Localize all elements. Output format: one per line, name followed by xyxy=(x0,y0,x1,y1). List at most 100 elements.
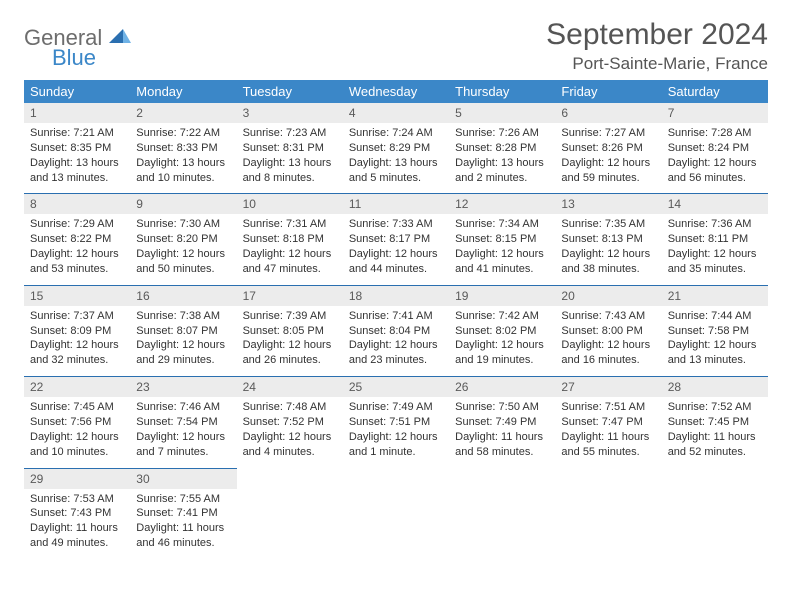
day-number-cell: 19 xyxy=(449,285,555,306)
day-number-cell: 26 xyxy=(449,377,555,398)
day-body-cell: Sunrise: 7:24 AMSunset: 8:29 PMDaylight:… xyxy=(343,123,449,194)
day-body-cell: Sunrise: 7:49 AMSunset: 7:51 PMDaylight:… xyxy=(343,397,449,468)
day-body-cell: Sunrise: 7:36 AMSunset: 8:11 PMDaylight:… xyxy=(662,214,768,285)
daylight-line: Daylight: 12 hours and 10 minutes. xyxy=(30,430,124,460)
sunrise-line: Sunrise: 7:55 AM xyxy=(136,492,230,507)
sunrise-line: Sunrise: 7:34 AM xyxy=(455,217,549,232)
sunrise-line: Sunrise: 7:52 AM xyxy=(668,400,762,415)
day-number-cell: 6 xyxy=(555,103,661,123)
day-body-cell: Sunrise: 7:33 AMSunset: 8:17 PMDaylight:… xyxy=(343,214,449,285)
day-body-row: Sunrise: 7:53 AMSunset: 7:43 PMDaylight:… xyxy=(24,489,768,559)
daylight-line: Daylight: 13 hours and 10 minutes. xyxy=(136,156,230,186)
sunset-line: Sunset: 8:05 PM xyxy=(243,324,337,339)
daylight-line: Daylight: 13 hours and 13 minutes. xyxy=(30,156,124,186)
day-number-cell xyxy=(555,468,661,489)
daylight-line: Daylight: 13 hours and 5 minutes. xyxy=(349,156,443,186)
day-body-cell: Sunrise: 7:42 AMSunset: 8:02 PMDaylight:… xyxy=(449,306,555,377)
day-number-cell: 21 xyxy=(662,285,768,306)
sunrise-line: Sunrise: 7:43 AM xyxy=(561,309,655,324)
day-number-cell: 7 xyxy=(662,103,768,123)
sunset-line: Sunset: 8:13 PM xyxy=(561,232,655,247)
daylight-line: Daylight: 12 hours and 23 minutes. xyxy=(349,338,443,368)
day-number-cell: 11 xyxy=(343,194,449,215)
sunrise-line: Sunrise: 7:50 AM xyxy=(455,400,549,415)
daylight-line: Daylight: 11 hours and 55 minutes. xyxy=(561,430,655,460)
daylight-line: Daylight: 12 hours and 44 minutes. xyxy=(349,247,443,277)
day-body-cell xyxy=(237,489,343,559)
sunset-line: Sunset: 8:24 PM xyxy=(668,141,762,156)
day-number-cell: 18 xyxy=(343,285,449,306)
day-body-cell: Sunrise: 7:51 AMSunset: 7:47 PMDaylight:… xyxy=(555,397,661,468)
sunrise-line: Sunrise: 7:53 AM xyxy=(30,492,124,507)
day-body-cell xyxy=(449,489,555,559)
sunrise-line: Sunrise: 7:51 AM xyxy=(561,400,655,415)
day-number-cell: 17 xyxy=(237,285,343,306)
sunrise-line: Sunrise: 7:31 AM xyxy=(243,217,337,232)
day-body-cell: Sunrise: 7:50 AMSunset: 7:49 PMDaylight:… xyxy=(449,397,555,468)
sunrise-line: Sunrise: 7:44 AM xyxy=(668,309,762,324)
daylight-line: Daylight: 12 hours and 38 minutes. xyxy=(561,247,655,277)
day-number-cell: 27 xyxy=(555,377,661,398)
day-number-cell xyxy=(449,468,555,489)
sunrise-line: Sunrise: 7:30 AM xyxy=(136,217,230,232)
sunset-line: Sunset: 8:09 PM xyxy=(30,324,124,339)
day-number-row: 1234567 xyxy=(24,103,768,123)
sunset-line: Sunset: 8:11 PM xyxy=(668,232,762,247)
sunset-line: Sunset: 7:43 PM xyxy=(30,506,124,521)
sunset-line: Sunset: 7:51 PM xyxy=(349,415,443,430)
day-body-cell: Sunrise: 7:23 AMSunset: 8:31 PMDaylight:… xyxy=(237,123,343,194)
weekday-header: Saturday xyxy=(662,80,768,103)
day-number-row: 891011121314 xyxy=(24,194,768,215)
day-body-cell: Sunrise: 7:27 AMSunset: 8:26 PMDaylight:… xyxy=(555,123,661,194)
day-body-cell: Sunrise: 7:22 AMSunset: 8:33 PMDaylight:… xyxy=(130,123,236,194)
sunset-line: Sunset: 7:58 PM xyxy=(668,324,762,339)
day-number-cell: 30 xyxy=(130,468,236,489)
day-body-row: Sunrise: 7:45 AMSunset: 7:56 PMDaylight:… xyxy=(24,397,768,468)
day-number-cell: 5 xyxy=(449,103,555,123)
sunset-line: Sunset: 8:00 PM xyxy=(561,324,655,339)
sunrise-line: Sunrise: 7:38 AM xyxy=(136,309,230,324)
sunset-line: Sunset: 7:49 PM xyxy=(455,415,549,430)
sunset-line: Sunset: 7:56 PM xyxy=(30,415,124,430)
sunset-line: Sunset: 7:41 PM xyxy=(136,506,230,521)
day-number-row: 22232425262728 xyxy=(24,377,768,398)
day-body-cell: Sunrise: 7:31 AMSunset: 8:18 PMDaylight:… xyxy=(237,214,343,285)
sunrise-line: Sunrise: 7:36 AM xyxy=(668,217,762,232)
daylight-line: Daylight: 12 hours and 16 minutes. xyxy=(561,338,655,368)
day-number-cell: 14 xyxy=(662,194,768,215)
daylight-line: Daylight: 12 hours and 26 minutes. xyxy=(243,338,337,368)
sunset-line: Sunset: 8:07 PM xyxy=(136,324,230,339)
sunset-line: Sunset: 7:45 PM xyxy=(668,415,762,430)
day-body-row: Sunrise: 7:37 AMSunset: 8:09 PMDaylight:… xyxy=(24,306,768,377)
sunrise-line: Sunrise: 7:48 AM xyxy=(243,400,337,415)
sunrise-line: Sunrise: 7:46 AM xyxy=(136,400,230,415)
day-body-cell: Sunrise: 7:43 AMSunset: 8:00 PMDaylight:… xyxy=(555,306,661,377)
sunrise-line: Sunrise: 7:41 AM xyxy=(349,309,443,324)
sunset-line: Sunset: 7:54 PM xyxy=(136,415,230,430)
day-body-cell: Sunrise: 7:37 AMSunset: 8:09 PMDaylight:… xyxy=(24,306,130,377)
day-body-cell: Sunrise: 7:39 AMSunset: 8:05 PMDaylight:… xyxy=(237,306,343,377)
weekday-header: Wednesday xyxy=(343,80,449,103)
flag-icon xyxy=(109,32,131,49)
day-number-cell: 8 xyxy=(24,194,130,215)
weekday-header-row: Sunday Monday Tuesday Wednesday Thursday… xyxy=(24,80,768,103)
daylight-line: Daylight: 12 hours and 41 minutes. xyxy=(455,247,549,277)
sunset-line: Sunset: 8:20 PM xyxy=(136,232,230,247)
day-number-cell: 22 xyxy=(24,377,130,398)
day-body-cell: Sunrise: 7:55 AMSunset: 7:41 PMDaylight:… xyxy=(130,489,236,559)
calendar-table: Sunday Monday Tuesday Wednesday Thursday… xyxy=(24,80,768,559)
daylight-line: Daylight: 11 hours and 52 minutes. xyxy=(668,430,762,460)
daylight-line: Daylight: 13 hours and 8 minutes. xyxy=(243,156,337,186)
sunset-line: Sunset: 8:28 PM xyxy=(455,141,549,156)
daylight-line: Daylight: 12 hours and 32 minutes. xyxy=(30,338,124,368)
day-body-cell: Sunrise: 7:26 AMSunset: 8:28 PMDaylight:… xyxy=(449,123,555,194)
sunrise-line: Sunrise: 7:29 AM xyxy=(30,217,124,232)
day-number-cell: 13 xyxy=(555,194,661,215)
daylight-line: Daylight: 12 hours and 50 minutes. xyxy=(136,247,230,277)
daylight-line: Daylight: 11 hours and 49 minutes. xyxy=(30,521,124,551)
day-body-cell: Sunrise: 7:52 AMSunset: 7:45 PMDaylight:… xyxy=(662,397,768,468)
day-number-cell: 10 xyxy=(237,194,343,215)
day-body-cell: Sunrise: 7:34 AMSunset: 8:15 PMDaylight:… xyxy=(449,214,555,285)
day-number-cell: 15 xyxy=(24,285,130,306)
day-number-cell: 23 xyxy=(130,377,236,398)
